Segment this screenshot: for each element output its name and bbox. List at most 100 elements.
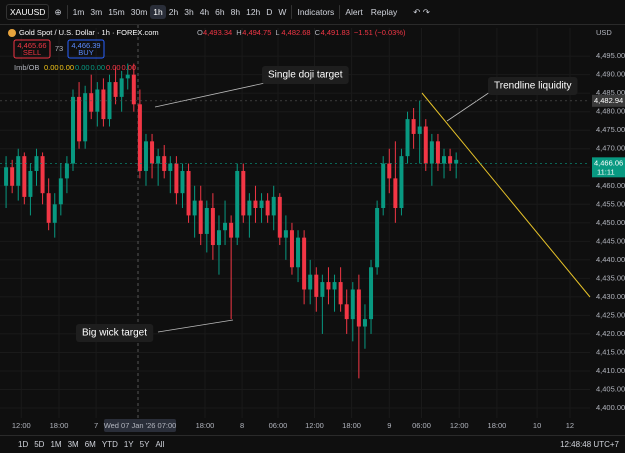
- y-tick-label: 4,415.00: [596, 347, 625, 356]
- annotation-text: Trendline liquidity: [494, 81, 571, 92]
- interval-button[interactable]: 1m: [72, 7, 85, 17]
- range-button[interactable]: 5Y: [139, 440, 150, 449]
- ohlc-key: L: [275, 28, 279, 37]
- replay-button[interactable]: Replay: [370, 7, 398, 17]
- candle-body: [320, 282, 325, 297]
- interval-button[interactable]: 12h: [246, 7, 261, 17]
- range-button[interactable]: 1M: [50, 440, 62, 449]
- candle-body: [186, 170, 191, 216]
- alert-button[interactable]: Alert: [345, 7, 363, 17]
- indicators-button[interactable]: Indicators: [297, 7, 335, 17]
- add-symbol[interactable]: ⊕: [54, 6, 62, 17]
- y-tick-label: 4,435.00: [596, 273, 625, 282]
- candle-body: [369, 267, 374, 320]
- range-button[interactable]: 1Y: [123, 440, 134, 449]
- interval-button[interactable]: 4h: [199, 7, 210, 17]
- candle-body: [131, 74, 136, 105]
- indicator-value: 0.00: [44, 63, 59, 72]
- interval-button[interactable]: 1h: [150, 5, 166, 19]
- candle-body: [411, 119, 416, 134]
- sell-price: 4,465.66: [17, 41, 46, 50]
- currency: USD: [596, 28, 612, 37]
- range-button[interactable]: All: [155, 440, 165, 449]
- y-tick-label: 4,405.00: [596, 384, 625, 393]
- interval-button[interactable]: 2h: [168, 7, 179, 17]
- annotation: Single doji target: [262, 66, 349, 84]
- y-tick-label: 4,420.00: [596, 329, 625, 338]
- price-label-bg: [592, 157, 625, 178]
- annotation-leader: [446, 91, 491, 122]
- separator: [291, 5, 293, 19]
- x-tick-label: 7: [94, 421, 98, 430]
- interval-button[interactable]: 30m: [130, 7, 148, 17]
- ohlc-value: 4,494.75: [242, 28, 271, 37]
- candle-body: [289, 230, 294, 268]
- y-tick-label: 4,455.00: [596, 199, 625, 208]
- candle-body: [156, 156, 161, 164]
- candle-body: [70, 96, 75, 164]
- candle-body: [314, 274, 319, 297]
- y-tick-label: 4,450.00: [596, 218, 625, 227]
- interval-button[interactable]: D: [266, 7, 273, 17]
- candle-body: [253, 200, 258, 208]
- x-tick-label: 9: [387, 421, 391, 430]
- candle-body: [442, 156, 447, 164]
- interval-button[interactable]: 8h: [230, 7, 241, 17]
- candle-body: [296, 237, 301, 268]
- candle-body: [423, 126, 428, 164]
- annotation: Big wick target: [76, 324, 154, 342]
- candle-body: [16, 156, 21, 186]
- candle-body: [143, 141, 148, 171]
- range-button[interactable]: 3M: [67, 440, 79, 449]
- y-tick-label: 4,410.00: [596, 366, 625, 375]
- ohlc-value: 4,482.68: [281, 28, 310, 37]
- candle-body: [229, 222, 234, 238]
- range-button[interactable]: YTD: [101, 440, 118, 449]
- candle-body: [162, 156, 167, 171]
- top-toolbar: XAUUSD ⊕ 1m 3m 15m 30m 1h 2h 3h 4h 6h 8h 12h D W Ind…: [0, 0, 625, 25]
- candle-body: [113, 82, 118, 97]
- range-button[interactable]: 6M: [84, 440, 96, 449]
- candle-body: [405, 119, 410, 157]
- indicator-name: Imb/OB: [14, 63, 39, 72]
- undo[interactable]: ↶ ↷: [413, 6, 430, 17]
- crosshair-label: Wed 07 Jan '26 07:00: [104, 421, 177, 430]
- sell-label: SELL: [23, 48, 41, 57]
- candle-body: [137, 104, 142, 171]
- indicator-value: 0.00: [106, 63, 121, 72]
- separator: [66, 5, 68, 19]
- candle-body: [393, 178, 398, 208]
- candle-body: [308, 274, 313, 290]
- candle-body: [259, 200, 264, 208]
- annotation-text: Big wick target: [82, 328, 147, 339]
- candle-body: [223, 222, 228, 231]
- candle-body: [83, 93, 88, 142]
- x-tick-label: 12:00: [305, 421, 324, 430]
- candle-body: [28, 170, 33, 197]
- candle-body: [283, 230, 288, 238]
- bottom-toolbar: 1D 5D 1M 3M 6M YTD 1Y 5Y All 12:48:48 UTC+7: [0, 435, 625, 453]
- y-tick-label: 4,425.00: [596, 310, 625, 319]
- separator: [339, 5, 341, 19]
- range-button[interactable]: 5D: [34, 440, 45, 449]
- interval-button[interactable]: 6h: [215, 7, 225, 17]
- interval-button[interactable]: 3h: [184, 7, 194, 17]
- candle-body: [64, 163, 69, 179]
- candle-body: [52, 204, 57, 223]
- y-tick-label: 4,495.00: [596, 51, 625, 60]
- candle-body: [216, 230, 221, 246]
- interval-button[interactable]: 15m: [108, 7, 125, 17]
- spread: 73: [55, 44, 63, 53]
- y-tick-label: 4,480.00: [596, 107, 625, 116]
- symbol-icon: [8, 29, 16, 37]
- candle-body: [429, 141, 434, 164]
- y-tick-label: 4,475.00: [596, 125, 625, 134]
- candle-body: [241, 170, 246, 216]
- interval-button[interactable]: 3m: [90, 7, 103, 17]
- range-button[interactable]: 1D: [18, 440, 29, 449]
- interval-button[interactable]: W: [278, 7, 287, 17]
- symbol[interactable]: XAUUSD: [6, 4, 50, 20]
- x-tick-label: 18:00: [196, 421, 215, 430]
- candle-body: [302, 237, 307, 290]
